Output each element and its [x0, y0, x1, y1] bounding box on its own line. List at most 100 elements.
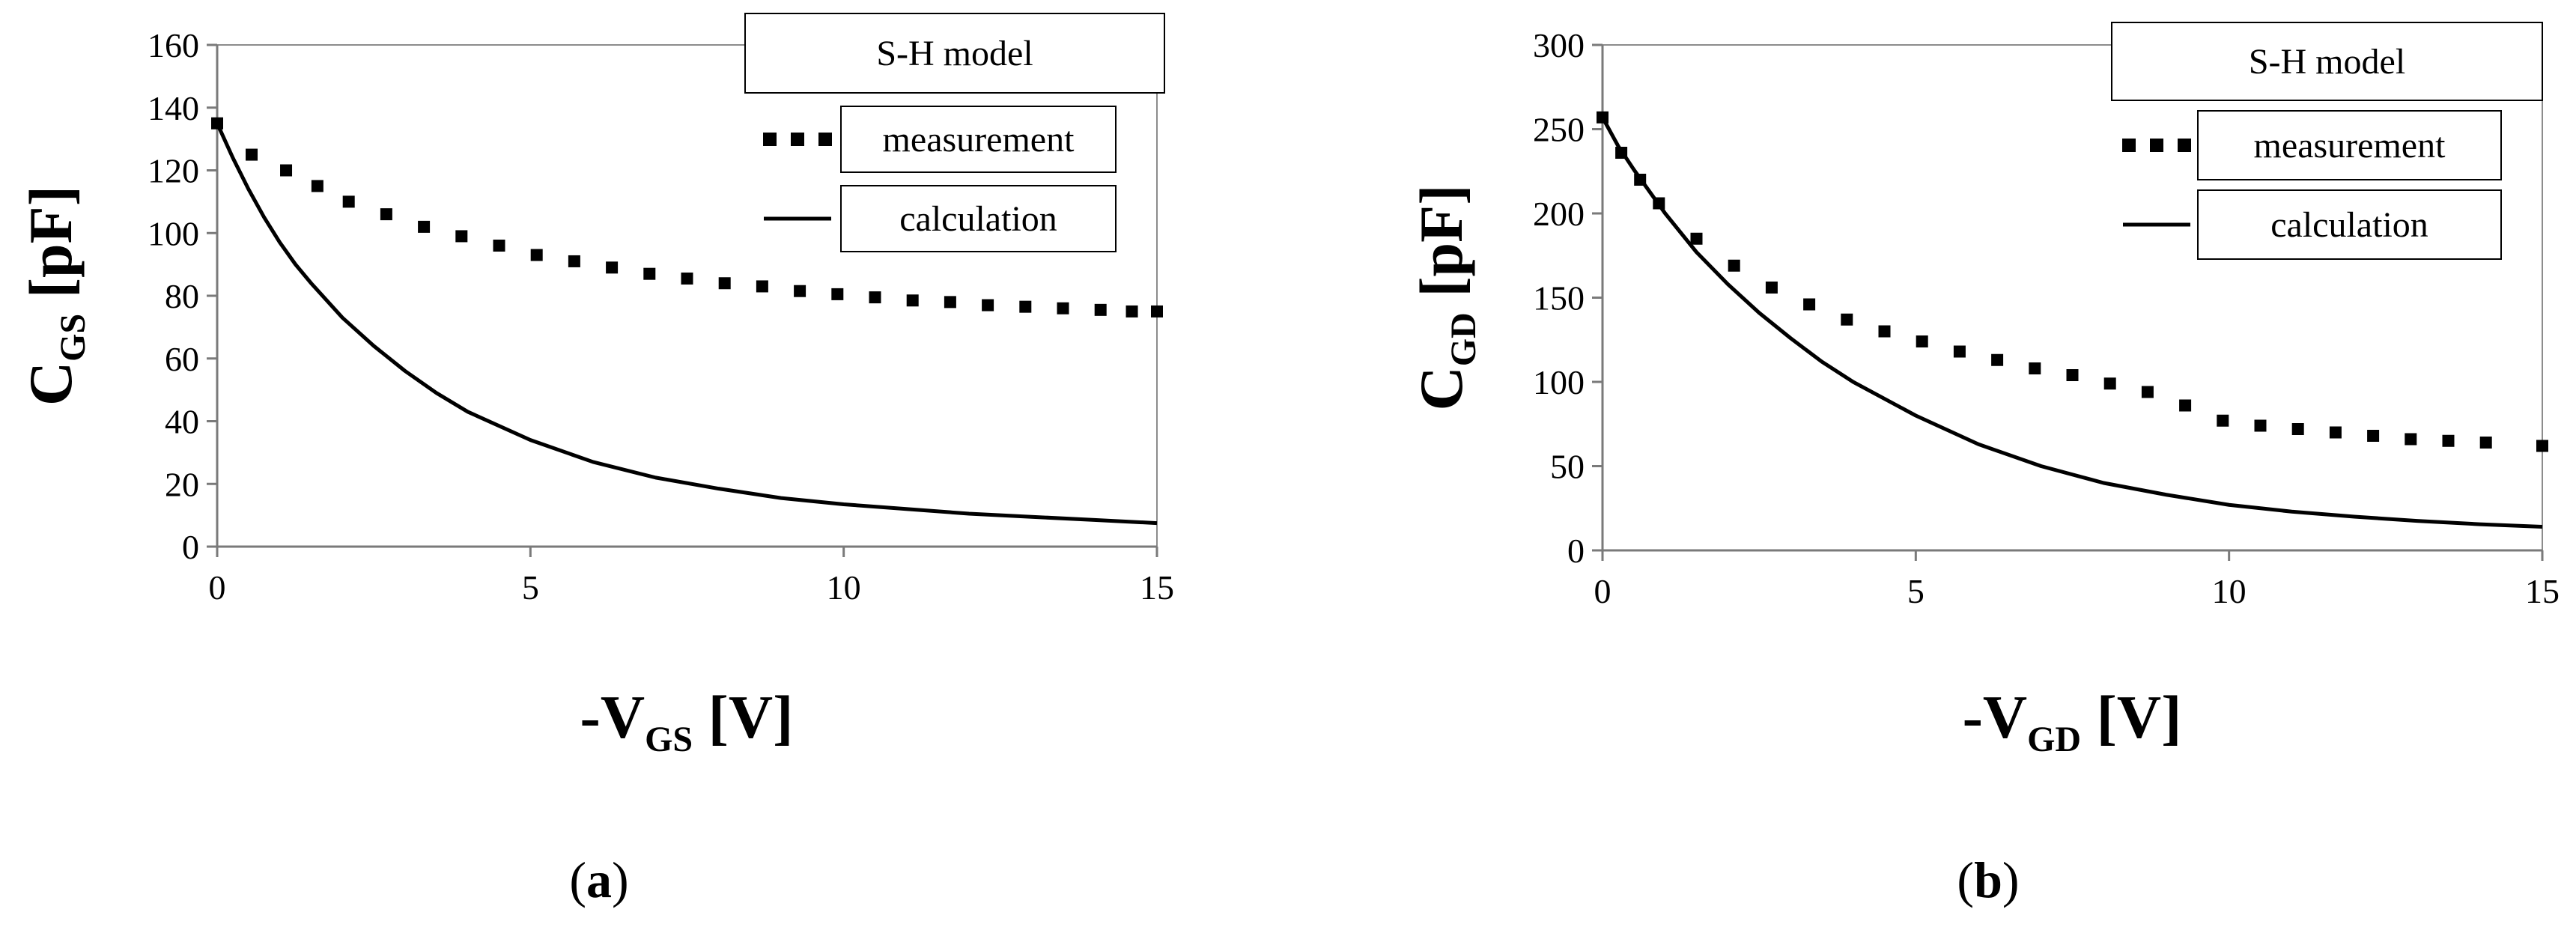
y-tick-label: 20: [165, 465, 199, 503]
data-point-measurement: [568, 255, 580, 267]
legend-marker-icon: [763, 133, 777, 146]
x-axis-title-main: -V: [1963, 683, 2028, 751]
x-axis-title-subscript: GS: [645, 720, 693, 759]
data-point-measurement: [982, 299, 994, 312]
y-tick-label: 120: [148, 152, 199, 190]
data-point-measurement: [606, 261, 619, 274]
x-tick-label: 10: [2212, 572, 2247, 610]
panel-label-letter: a: [586, 851, 612, 908]
y-tick-label: 40: [165, 403, 199, 441]
legend-entry-box: [840, 185, 1117, 252]
panel-label-open-paren: (: [569, 851, 586, 908]
y-axis-title-main: C: [16, 362, 85, 406]
data-point-measurement: [831, 288, 844, 300]
data-point-measurement: [718, 277, 731, 290]
x-axis-title-unit: [V]: [693, 683, 793, 751]
data-point-measurement: [1916, 335, 1928, 347]
y-tick-label: 80: [165, 277, 199, 315]
panel-label: (b): [1957, 851, 2019, 908]
data-point-measurement: [246, 148, 258, 161]
y-tick-label: 250: [1533, 111, 1585, 149]
legend-marker-icon: [791, 133, 804, 146]
data-point-measurement: [869, 291, 881, 304]
y-axis-title-subscript: GD: [1444, 312, 1483, 366]
data-point-measurement: [2217, 414, 2229, 427]
y-tick-label: 60: [165, 340, 199, 378]
data-point-measurement: [2066, 369, 2079, 381]
data-point-measurement: [1953, 345, 1966, 358]
y-tick-label: 50: [1550, 448, 1585, 486]
data-point-measurement: [311, 180, 323, 192]
data-point-measurement: [944, 296, 956, 309]
data-point-measurement: [1878, 325, 1891, 338]
y-tick-label: 300: [1533, 26, 1585, 64]
data-point-measurement: [530, 249, 543, 261]
x-axis-title-main: -V: [580, 683, 645, 751]
x-tick-label: 15: [1140, 568, 1174, 607]
data-point-measurement: [1126, 305, 1138, 317]
data-point-measurement: [380, 208, 392, 221]
data-point-measurement: [2479, 437, 2492, 449]
y-axis-title: CGD [pF]: [1407, 184, 1483, 410]
legend-title-box: [2111, 22, 2543, 101]
legend-title: S-H model: [2249, 42, 2405, 82]
data-point-measurement: [1728, 259, 1740, 272]
data-point-measurement: [681, 272, 693, 285]
data-point-measurement: [1057, 302, 1069, 314]
y-axis-title-subscript: GS: [53, 314, 93, 362]
data-point-measurement: [2029, 362, 2041, 374]
data-point-measurement: [342, 195, 355, 208]
legend-marker-icon: [2150, 139, 2163, 152]
data-point-measurement: [906, 294, 919, 307]
data-point-measurement: [2254, 419, 2267, 432]
y-tick-label: 0: [1567, 532, 1585, 570]
y-tick-label: 100: [1533, 363, 1585, 401]
y-tick-label: 140: [148, 89, 199, 127]
x-tick-label: 0: [1594, 572, 1611, 610]
x-axis-title: -VGS [V]: [580, 683, 794, 759]
data-point-measurement: [1151, 305, 1163, 317]
data-point-measurement: [1094, 303, 1107, 316]
panel-label-letter: b: [1974, 851, 2002, 908]
data-point-measurement: [2536, 440, 2548, 452]
y-axis-title-unit: [pF]: [1407, 184, 1475, 312]
data-point-measurement: [1765, 282, 1778, 294]
data-point-measurement: [2329, 426, 2342, 439]
panel-label-open-paren: (: [1957, 851, 1974, 908]
legend-marker-icon: [2122, 139, 2136, 152]
x-tick-label: 5: [522, 568, 539, 607]
legend-title: S-H model: [876, 34, 1033, 73]
panel-label-close-paren: ): [2002, 851, 2020, 908]
data-point-measurement: [2442, 434, 2455, 447]
series-line-calculation: [215, 122, 1158, 526]
data-point-measurement: [493, 240, 505, 252]
panel-label: (a): [569, 851, 628, 908]
data-point-measurement: [280, 164, 293, 177]
y-tick-label: 160: [148, 26, 199, 64]
legend-entry-label: measurement: [2254, 126, 2446, 165]
x-tick-label: 0: [209, 568, 226, 607]
data-point-measurement: [756, 280, 768, 293]
chart-panel-a: 0 20 40 60 80 100 120 140 160 0 5 10 15 S-H model meas…: [16, 13, 1174, 908]
data-point-measurement: [2367, 430, 2380, 442]
data-point-measurement: [1841, 313, 1853, 326]
y-tick-label: 150: [1533, 279, 1585, 317]
data-point-measurement: [2179, 399, 2192, 412]
y-tick-label: 0: [182, 528, 199, 566]
x-tick-label: 15: [2525, 572, 2560, 610]
data-point-measurement: [418, 220, 431, 233]
data-point-measurement: [2141, 386, 2154, 398]
y-axis-title: CGS [pF]: [16, 186, 93, 406]
y-tick-label: 100: [148, 214, 199, 252]
legend-marker-icon: [818, 133, 832, 146]
legend-entry-label: measurement: [883, 120, 1075, 159]
legend-entry-label: calculation: [899, 199, 1057, 239]
y-tick-label: 200: [1533, 195, 1585, 233]
y-axis-title-main: C: [1407, 366, 1475, 410]
data-point-measurement: [455, 230, 468, 243]
legend-entry-box: [2197, 189, 2502, 260]
data-point-measurement: [1019, 300, 1032, 313]
data-point-measurement: [2291, 423, 2304, 435]
legend-entry-label: calculation: [2270, 205, 2428, 245]
